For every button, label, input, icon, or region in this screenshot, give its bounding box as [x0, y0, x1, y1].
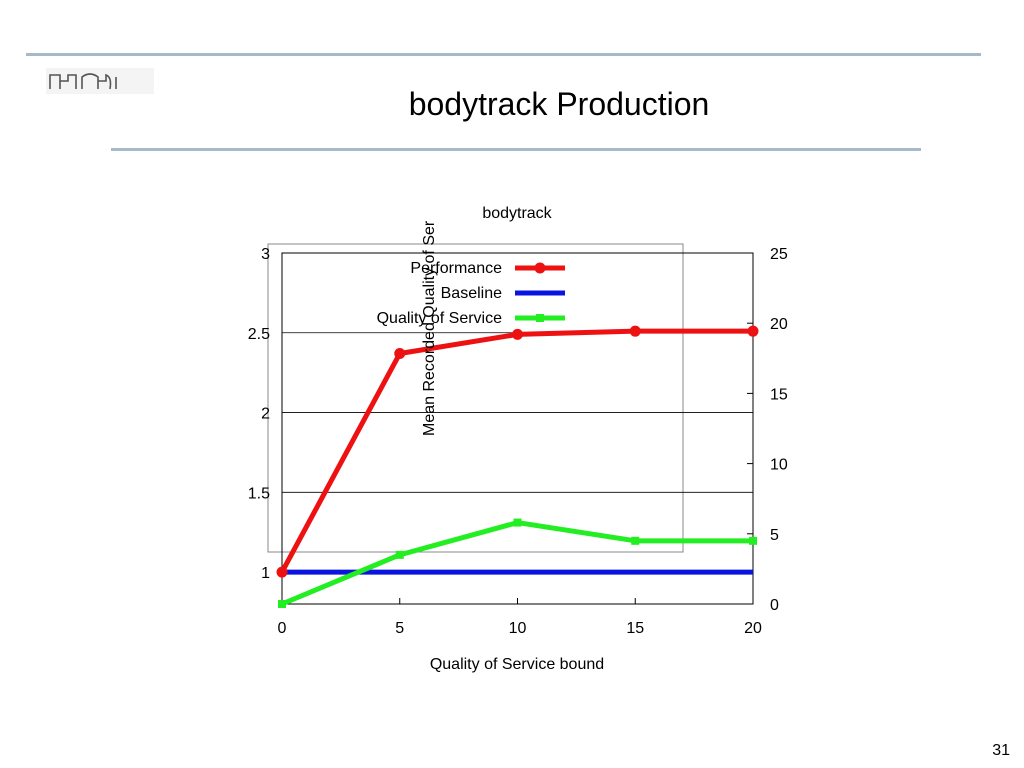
legend-marker [536, 314, 544, 322]
x-tick-label: 5 [395, 620, 404, 637]
y2-tick-label: 10 [770, 457, 788, 474]
title-divider [111, 148, 921, 151]
y-tick-label: 1 [261, 565, 270, 582]
series-point-2 [395, 550, 404, 559]
legend-label: Quality of Service [377, 310, 502, 327]
y-tick-label: 3 [261, 246, 270, 263]
series-point-2 [749, 536, 757, 545]
series-point-0 [629, 325, 641, 337]
series-lines [276, 325, 759, 608]
series-point-0 [747, 325, 759, 337]
x-tick-label: 10 [509, 620, 527, 637]
y-tick-label: 1.5 [248, 485, 270, 502]
series-point-2 [631, 536, 640, 545]
legend-label: Baseline [441, 285, 502, 302]
series-point-0 [394, 348, 406, 360]
legend-marker [534, 262, 546, 274]
series-point-0 [276, 566, 288, 578]
y2-tick-label: 20 [770, 316, 788, 333]
top-divider [26, 53, 981, 56]
tick-labels: 1 1.5 2 2.5 3 0 5 10 15 20 25 0 5 10 15 20 [248, 246, 788, 637]
y2-tick-label: 15 [770, 386, 788, 403]
y2-tick-label: 0 [770, 597, 779, 614]
plot-area [281, 252, 754, 605]
legend: Performance Baseline Quality of Service [377, 260, 565, 327]
x-tick-label: 0 [278, 620, 287, 637]
x-tick-label: 15 [626, 620, 644, 637]
y2-tick-label: 25 [770, 246, 788, 263]
y2-axis-label: Mean Recorded Quality of Ser [421, 220, 438, 436]
series-point-0 [512, 328, 523, 340]
series-line-2 [281, 520, 753, 607]
y-tick-label: 2.5 [248, 326, 270, 343]
series-line-0 [279, 328, 753, 574]
y-tick-label: 2 [261, 406, 270, 423]
company-logo-icon [46, 68, 154, 94]
y2-tick-label: 5 [770, 527, 779, 544]
grid [281, 252, 754, 605]
slide-number: 31 [992, 742, 1010, 759]
slide-title: bodytrack Production [408, 86, 710, 122]
x-axis-label: Quality of Service bound [430, 656, 604, 673]
series-point-2 [278, 600, 286, 608]
chart-title: bodytrack [482, 205, 552, 222]
series-point-2 [513, 518, 522, 527]
legend-label: Performance [410, 260, 502, 277]
legend-box [267, 243, 684, 553]
x-tick-label: 20 [744, 620, 762, 637]
